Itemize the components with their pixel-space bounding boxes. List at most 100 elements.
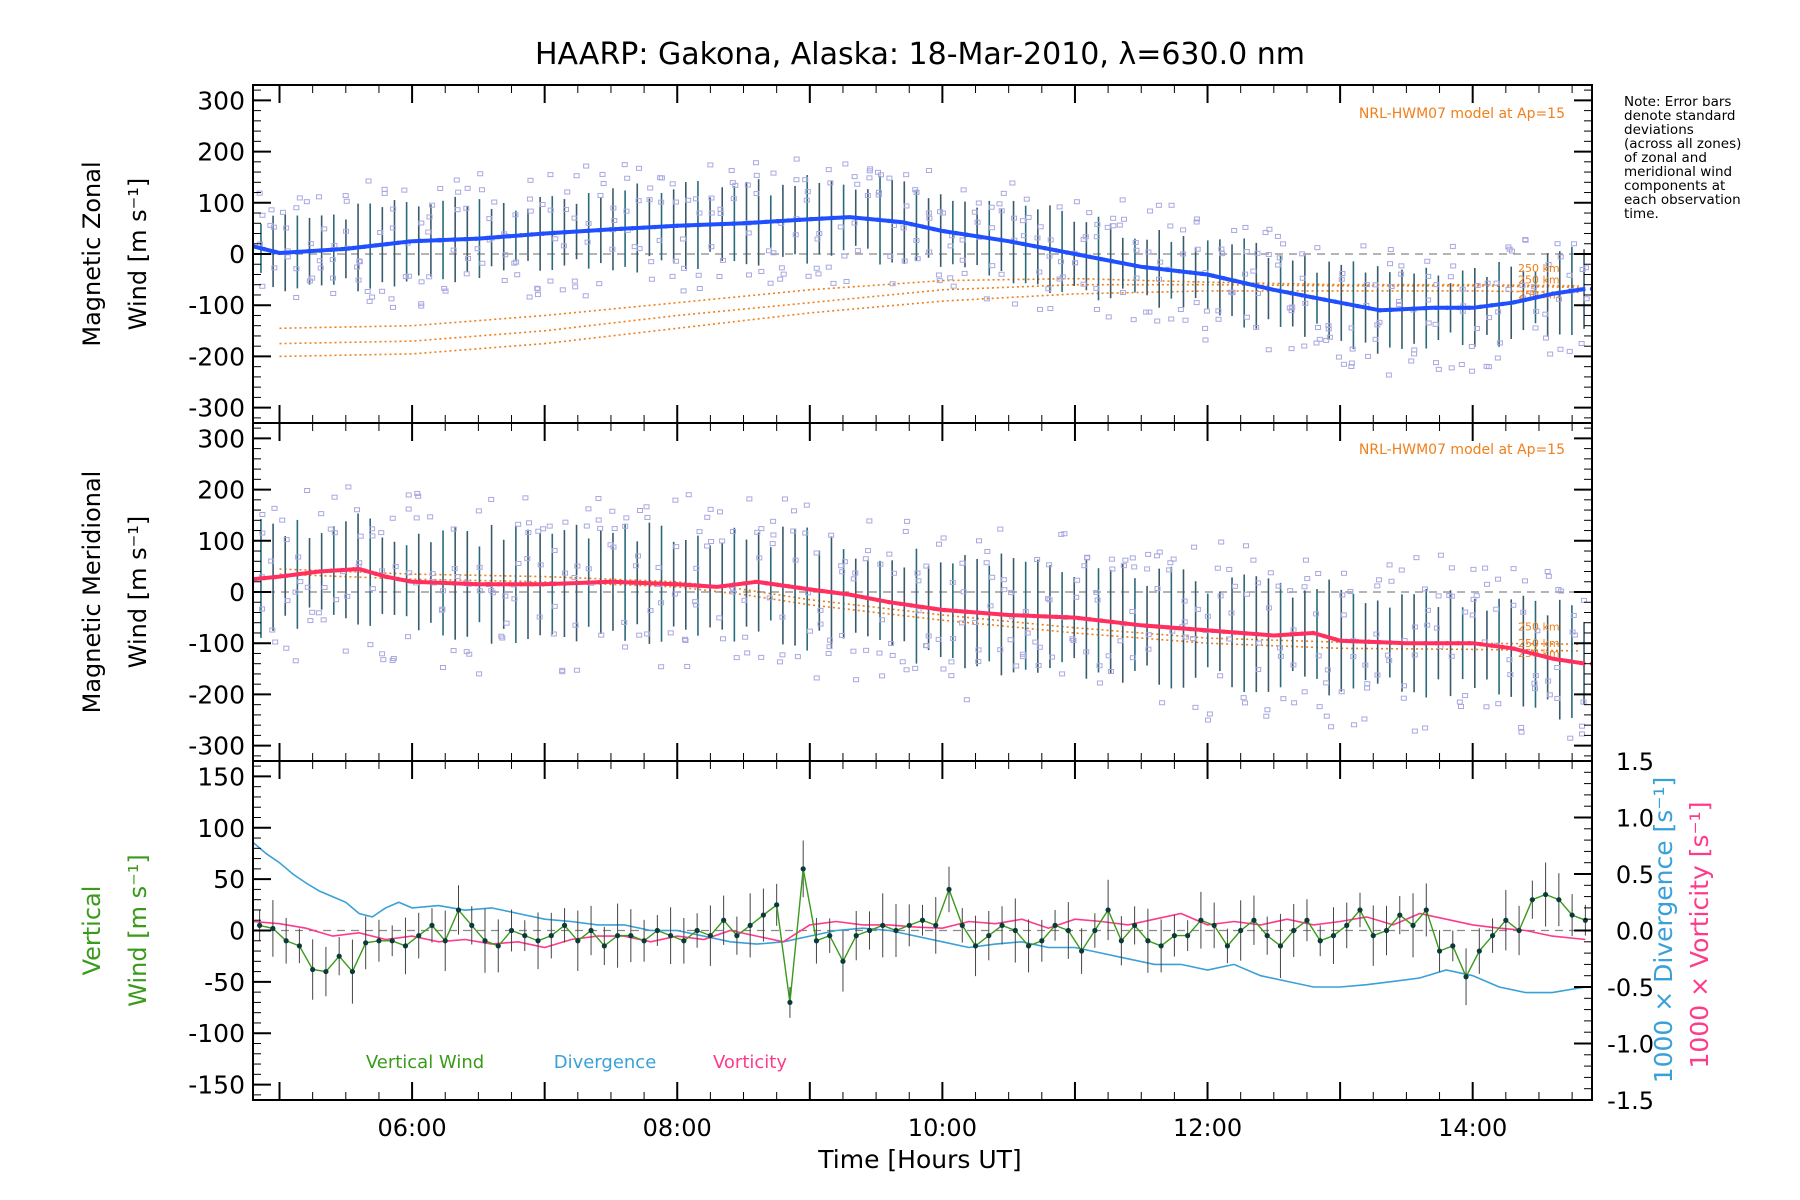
- scatter-marker: [766, 595, 773, 601]
- wind-point: [1098, 618, 1104, 623]
- scatter-marker: [463, 205, 470, 211]
- scatter-marker: [1093, 306, 1100, 312]
- wind-point: [1556, 290, 1561, 296]
- scatter-marker: [1580, 597, 1587, 603]
- wind-point: [340, 567, 345, 573]
- scatter-marker: [321, 226, 328, 232]
- scatter-marker: [1193, 300, 1200, 306]
- wind-point: [864, 595, 869, 601]
- scatter-marker: [547, 207, 554, 213]
- scatter-marker: [1363, 282, 1370, 288]
- scatter-marker: [1202, 325, 1209, 331]
- wind-point: [1567, 289, 1572, 294]
- scatter-marker: [539, 201, 546, 207]
- scatter-marker: [866, 175, 873, 181]
- scatter-marker: [621, 162, 628, 168]
- scatter-marker: [1386, 658, 1393, 664]
- right-axis-tick-label: -1.0: [1607, 1031, 1654, 1059]
- scatter-marker: [610, 205, 617, 211]
- scatter-marker: [1520, 609, 1527, 615]
- vertical-wind-point: [694, 927, 700, 934]
- scatter-marker: [1046, 253, 1053, 259]
- scatter-marker: [1432, 360, 1439, 366]
- wind-point: [1489, 643, 1494, 648]
- scatter-marker: [644, 631, 651, 637]
- scatter-marker: [1324, 667, 1331, 673]
- wind-point: [953, 608, 959, 614]
- scatter-marker: [1266, 226, 1273, 232]
- scatter-marker: [914, 570, 921, 576]
- scatter-marker: [440, 588, 447, 594]
- wind-point: [1098, 256, 1104, 262]
- wind-point: [306, 249, 311, 254]
- scatter-marker: [478, 187, 485, 193]
- scatter-marker: [405, 634, 412, 640]
- scatter-marker: [1338, 276, 1345, 282]
- wind-point: [317, 248, 323, 253]
- vertical-wind-point: [1185, 933, 1191, 939]
- scatter-marker: [1566, 272, 1573, 278]
- scatter-marker: [1411, 624, 1418, 630]
- scatter-marker: [1532, 686, 1539, 692]
- scatter-marker: [1194, 246, 1201, 252]
- scatter-marker: [658, 600, 665, 606]
- scatter-marker: [1470, 596, 1477, 602]
- scatter-marker: [415, 493, 422, 499]
- scatter-marker: [707, 162, 714, 168]
- wind-point: [284, 573, 289, 578]
- vertical-wind-point: [681, 938, 687, 944]
- vertical-wind-point: [310, 966, 316, 973]
- scatter-marker: [680, 288, 687, 294]
- scatter-marker: [989, 574, 996, 580]
- vertical-wind-point: [866, 927, 873, 934]
- wind-point: [407, 579, 412, 584]
- scatter-marker: [1182, 317, 1189, 323]
- wind-point: [1310, 630, 1316, 636]
- scatter-marker: [353, 507, 360, 513]
- scatter-marker: [389, 225, 396, 231]
- scatter-marker: [854, 248, 861, 254]
- scatter-marker: [975, 647, 982, 653]
- scatter-marker: [1147, 208, 1154, 214]
- scatter-marker: [1302, 300, 1309, 306]
- vertical-wind-point: [1012, 927, 1018, 934]
- scatter-marker: [807, 628, 814, 634]
- wind-point: [987, 611, 992, 616]
- vertical-wind-point: [1529, 897, 1535, 903]
- scatter-marker: [1250, 268, 1257, 274]
- scatter-marker: [1555, 296, 1562, 302]
- wind-point: [819, 588, 825, 594]
- scatter-marker: [744, 650, 751, 656]
- scatter-marker: [879, 617, 886, 623]
- scatter-marker: [1056, 276, 1063, 282]
- scatter-marker: [427, 514, 434, 520]
- scatter-marker: [1154, 318, 1161, 324]
- wind-point: [596, 580, 602, 585]
- scatter-marker: [624, 175, 631, 181]
- scatter-marker: [1387, 247, 1394, 253]
- scatter-marker: [1315, 570, 1322, 576]
- scatter-marker: [524, 556, 531, 562]
- legend-item: Vertical Wind: [366, 1052, 484, 1073]
- scatter-marker: [1483, 704, 1490, 710]
- scatter-marker: [959, 560, 966, 566]
- scatter-marker: [876, 650, 883, 656]
- wind-point: [1065, 615, 1070, 620]
- scatter-marker: [1335, 354, 1342, 360]
- scatter-marker: [595, 496, 602, 502]
- scatter-marker: [511, 260, 518, 266]
- scatter-marker: [1570, 612, 1577, 618]
- scatter-marker: [1462, 609, 1469, 615]
- scatter-marker: [268, 558, 275, 564]
- scatter-marker: [936, 278, 943, 284]
- scatter-marker: [779, 614, 786, 620]
- wind-point: [1333, 637, 1338, 642]
- scatter-marker: [1290, 627, 1297, 633]
- scatter-marker: [853, 677, 860, 683]
- scatter-marker: [1034, 235, 1041, 241]
- vertical-wind-point: [1317, 938, 1323, 944]
- scatter-marker: [923, 563, 930, 569]
- scatter-marker: [813, 675, 820, 681]
- scatter-marker: [342, 648, 349, 654]
- scatter-marker: [536, 614, 543, 620]
